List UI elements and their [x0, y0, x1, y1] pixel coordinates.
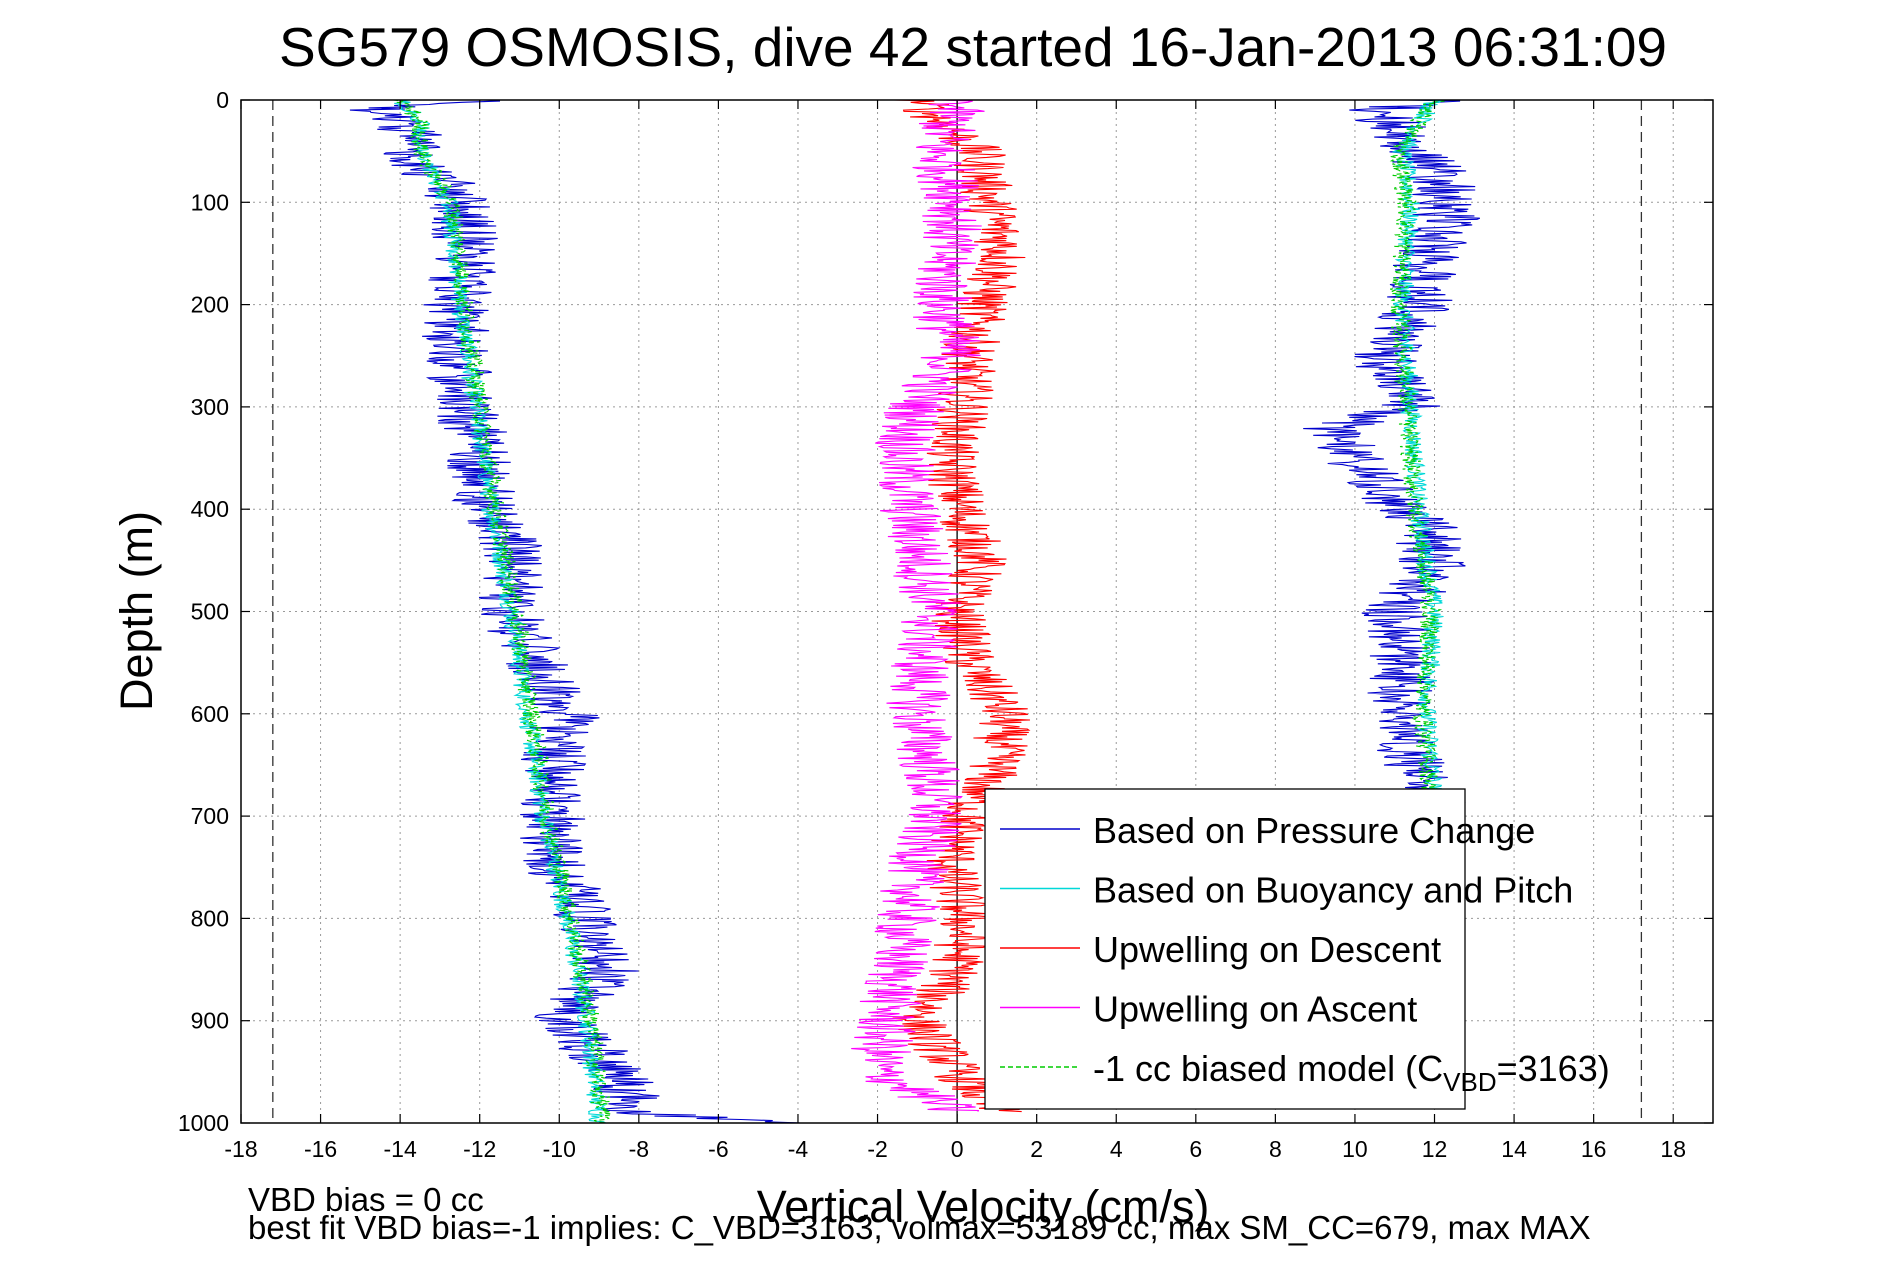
legend-entry: Based on Pressure Change — [1093, 810, 1535, 851]
plot-frame — [240, 99, 1714, 1124]
x-tick-label: -12 — [463, 1136, 496, 1162]
footnote-vbd-bias: VBD bias = 0 cc — [248, 1181, 484, 1218]
x-tick-label: -6 — [708, 1136, 728, 1162]
series-line-5 — [393, 100, 612, 1123]
x-tick-label: 14 — [1501, 1136, 1527, 1162]
x-tick-label: -4 — [788, 1136, 809, 1162]
series-line-1 — [1303, 100, 1481, 807]
y-tick-labels: 0 100 200 300 400 500 600 700 800 900 1000 — [178, 87, 229, 1136]
x-tick-label: 4 — [1110, 1136, 1123, 1162]
y-tick-label: 300 — [191, 394, 229, 420]
x-tick-label: 0 — [951, 1136, 964, 1162]
x-tick-label: -18 — [224, 1136, 257, 1162]
grid — [240, 99, 1713, 1124]
y-tick-label: 100 — [191, 189, 229, 215]
series-line-4 — [851, 100, 985, 1112]
x-axis-label: Vertical Velocity (cm/s) — [757, 1181, 1210, 1232]
series-line-2 — [1391, 100, 1444, 796]
x-tick-label: 18 — [1660, 1136, 1686, 1162]
y-tick-label: 600 — [191, 701, 229, 727]
x-tick-label: 16 — [1581, 1136, 1607, 1162]
y-tick-label: 1000 — [178, 1110, 229, 1136]
legend-entry: Upwelling on Descent — [1093, 929, 1441, 970]
y-tick-label: 400 — [191, 496, 229, 522]
footnote-best-fit: best fit VBD bias=-1 implies: C_VBD=3163… — [248, 1209, 1591, 1246]
y-tick-label: 0 — [216, 87, 229, 113]
y-tick-label: 500 — [191, 599, 229, 625]
x-tick-label: 12 — [1422, 1136, 1448, 1162]
y-tick-label: 200 — [191, 292, 229, 318]
series-line-5 — [1389, 100, 1446, 796]
legend-entry: -1 cc biased model (CVBD=3163) — [1093, 1048, 1610, 1097]
series-layer — [349, 100, 1481, 1123]
legend-box — [984, 788, 1466, 1110]
legend: Based on Pressure Change Based on Buoyanc… — [984, 788, 1610, 1110]
y-tick-label: 800 — [191, 905, 229, 931]
x-tick-label: -10 — [543, 1136, 576, 1162]
x-tick-label: -14 — [384, 1136, 417, 1162]
x-tick-label: 10 — [1342, 1136, 1368, 1162]
x-tick-label: -8 — [629, 1136, 649, 1162]
legend-entry: Upwelling on Ascent — [1093, 989, 1417, 1030]
y-tick-label: 700 — [191, 803, 229, 829]
x-tick-label: -2 — [867, 1136, 887, 1162]
x-tick-label: 6 — [1189, 1136, 1202, 1162]
series-line-3 — [892, 100, 1031, 1113]
y-axis-label: Depth (m) — [111, 511, 162, 711]
axis-ticks — [240, 99, 1713, 1124]
legend-entry: Based on Buoyancy and Pitch — [1093, 870, 1573, 911]
chart-title: SG579 OSMOSIS, dive 42 started 16-Jan-20… — [279, 16, 1667, 78]
x-tick-label: -16 — [304, 1136, 337, 1162]
x-tick-label: 8 — [1269, 1136, 1282, 1162]
y-tick-label: 900 — [191, 1008, 229, 1034]
x-tick-labels: -18 -16 -14 -12 -10 -8 -6 -4 -2 0 2 4 6 8 10 12 14 16 18 — [224, 1136, 1686, 1162]
x-tick-label: 2 — [1030, 1136, 1043, 1162]
